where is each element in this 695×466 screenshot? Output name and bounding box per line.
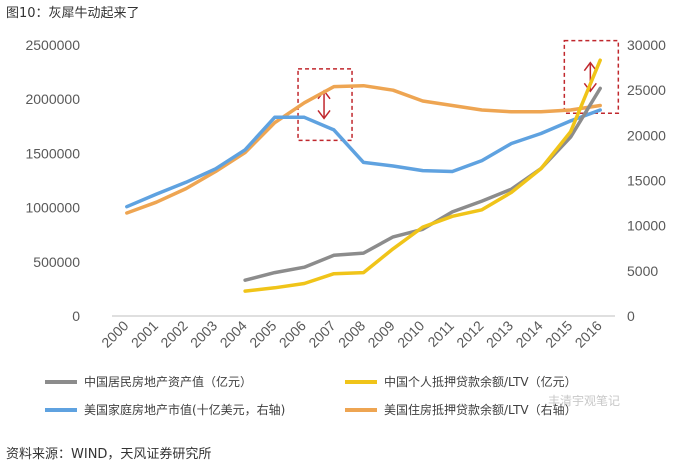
- y-right-tick-label: 15000: [627, 173, 666, 189]
- arrow-head-down: [583, 82, 597, 93]
- x-tick-label: 2011: [424, 317, 457, 350]
- x-tick-label: 2012: [453, 317, 486, 350]
- highlight-box: [297, 68, 353, 142]
- y-right-tick-label: 20000: [627, 127, 666, 143]
- y-left-tick-label: 1000000: [25, 200, 80, 216]
- legend-label: 中国居民房地产资产值（亿元）: [84, 374, 252, 389]
- x-tick-label: 2005: [246, 317, 279, 350]
- x-tick-label: 2010: [394, 317, 427, 350]
- highlight-boxes: [297, 39, 620, 142]
- series-lines: [125, 58, 602, 293]
- x-tick-label: 2016: [572, 317, 605, 350]
- y-left-tick-label: 0: [72, 308, 80, 324]
- arrow-head-down: [317, 109, 331, 120]
- chart-axes: 0 500000 1000000 1500000 2000000 2500000 0 5000…: [25, 37, 666, 351]
- y-right-tick-label: 5000: [627, 263, 658, 279]
- x-tick-label: 2002: [157, 317, 190, 350]
- x-tick-label: 2009: [364, 317, 397, 350]
- x-tick-label: 2006: [276, 317, 309, 350]
- y-right-tick-label: 10000: [627, 218, 666, 234]
- chart-legend: 中国居民房地产资产值（亿元） 中国个人抵押贷款余额/LTV（亿元） 美国家庭房地产市…: [45, 374, 577, 417]
- y-left-tick-label: 2000000: [25, 91, 80, 107]
- y-right-tick-label: 0: [627, 308, 635, 324]
- x-tick-label: 2013: [483, 317, 516, 350]
- y-left-tick-label: 1500000: [25, 145, 80, 161]
- x-tick-label: 2014: [512, 317, 545, 350]
- arrow-head-up: [583, 61, 597, 72]
- x-tick-label: 2008: [335, 317, 368, 350]
- y-left-tick-label: 500000: [33, 254, 80, 270]
- x-tick-label: 2000: [98, 317, 131, 350]
- figure-caption: 图10：灰犀牛动起来了: [6, 6, 140, 21]
- legend-label: 美国家庭房地产市值(十亿美元，右轴): [84, 402, 285, 417]
- legend-label: 美国住房抵押贷款余额/LTV（右轴）: [384, 402, 577, 417]
- y-left-tick-label: 2500000: [25, 37, 80, 53]
- x-tick-label: 2015: [542, 317, 575, 350]
- legend-label: 中国个人抵押贷款余额/LTV（亿元）: [384, 374, 577, 389]
- source-note: 资料来源：WIND，天风证券研究所: [6, 447, 212, 462]
- line-chart: 0 500000 1000000 1500000 2000000 2500000 0 5000…: [25, 37, 666, 417]
- y-right-tick-label: 25000: [627, 82, 666, 98]
- x-tick-label: 2001: [128, 317, 161, 350]
- x-tick-label: 2007: [305, 317, 338, 350]
- x-tick-label: 2004: [217, 317, 250, 350]
- watermark-text: 丰清宇观笔记: [548, 393, 620, 408]
- series-line-3: [125, 83, 602, 215]
- y-right-tick-label: 30000: [627, 37, 666, 53]
- series-line-2: [125, 108, 602, 209]
- series-line-1: [243, 58, 602, 293]
- x-tick-label: 2003: [187, 317, 220, 350]
